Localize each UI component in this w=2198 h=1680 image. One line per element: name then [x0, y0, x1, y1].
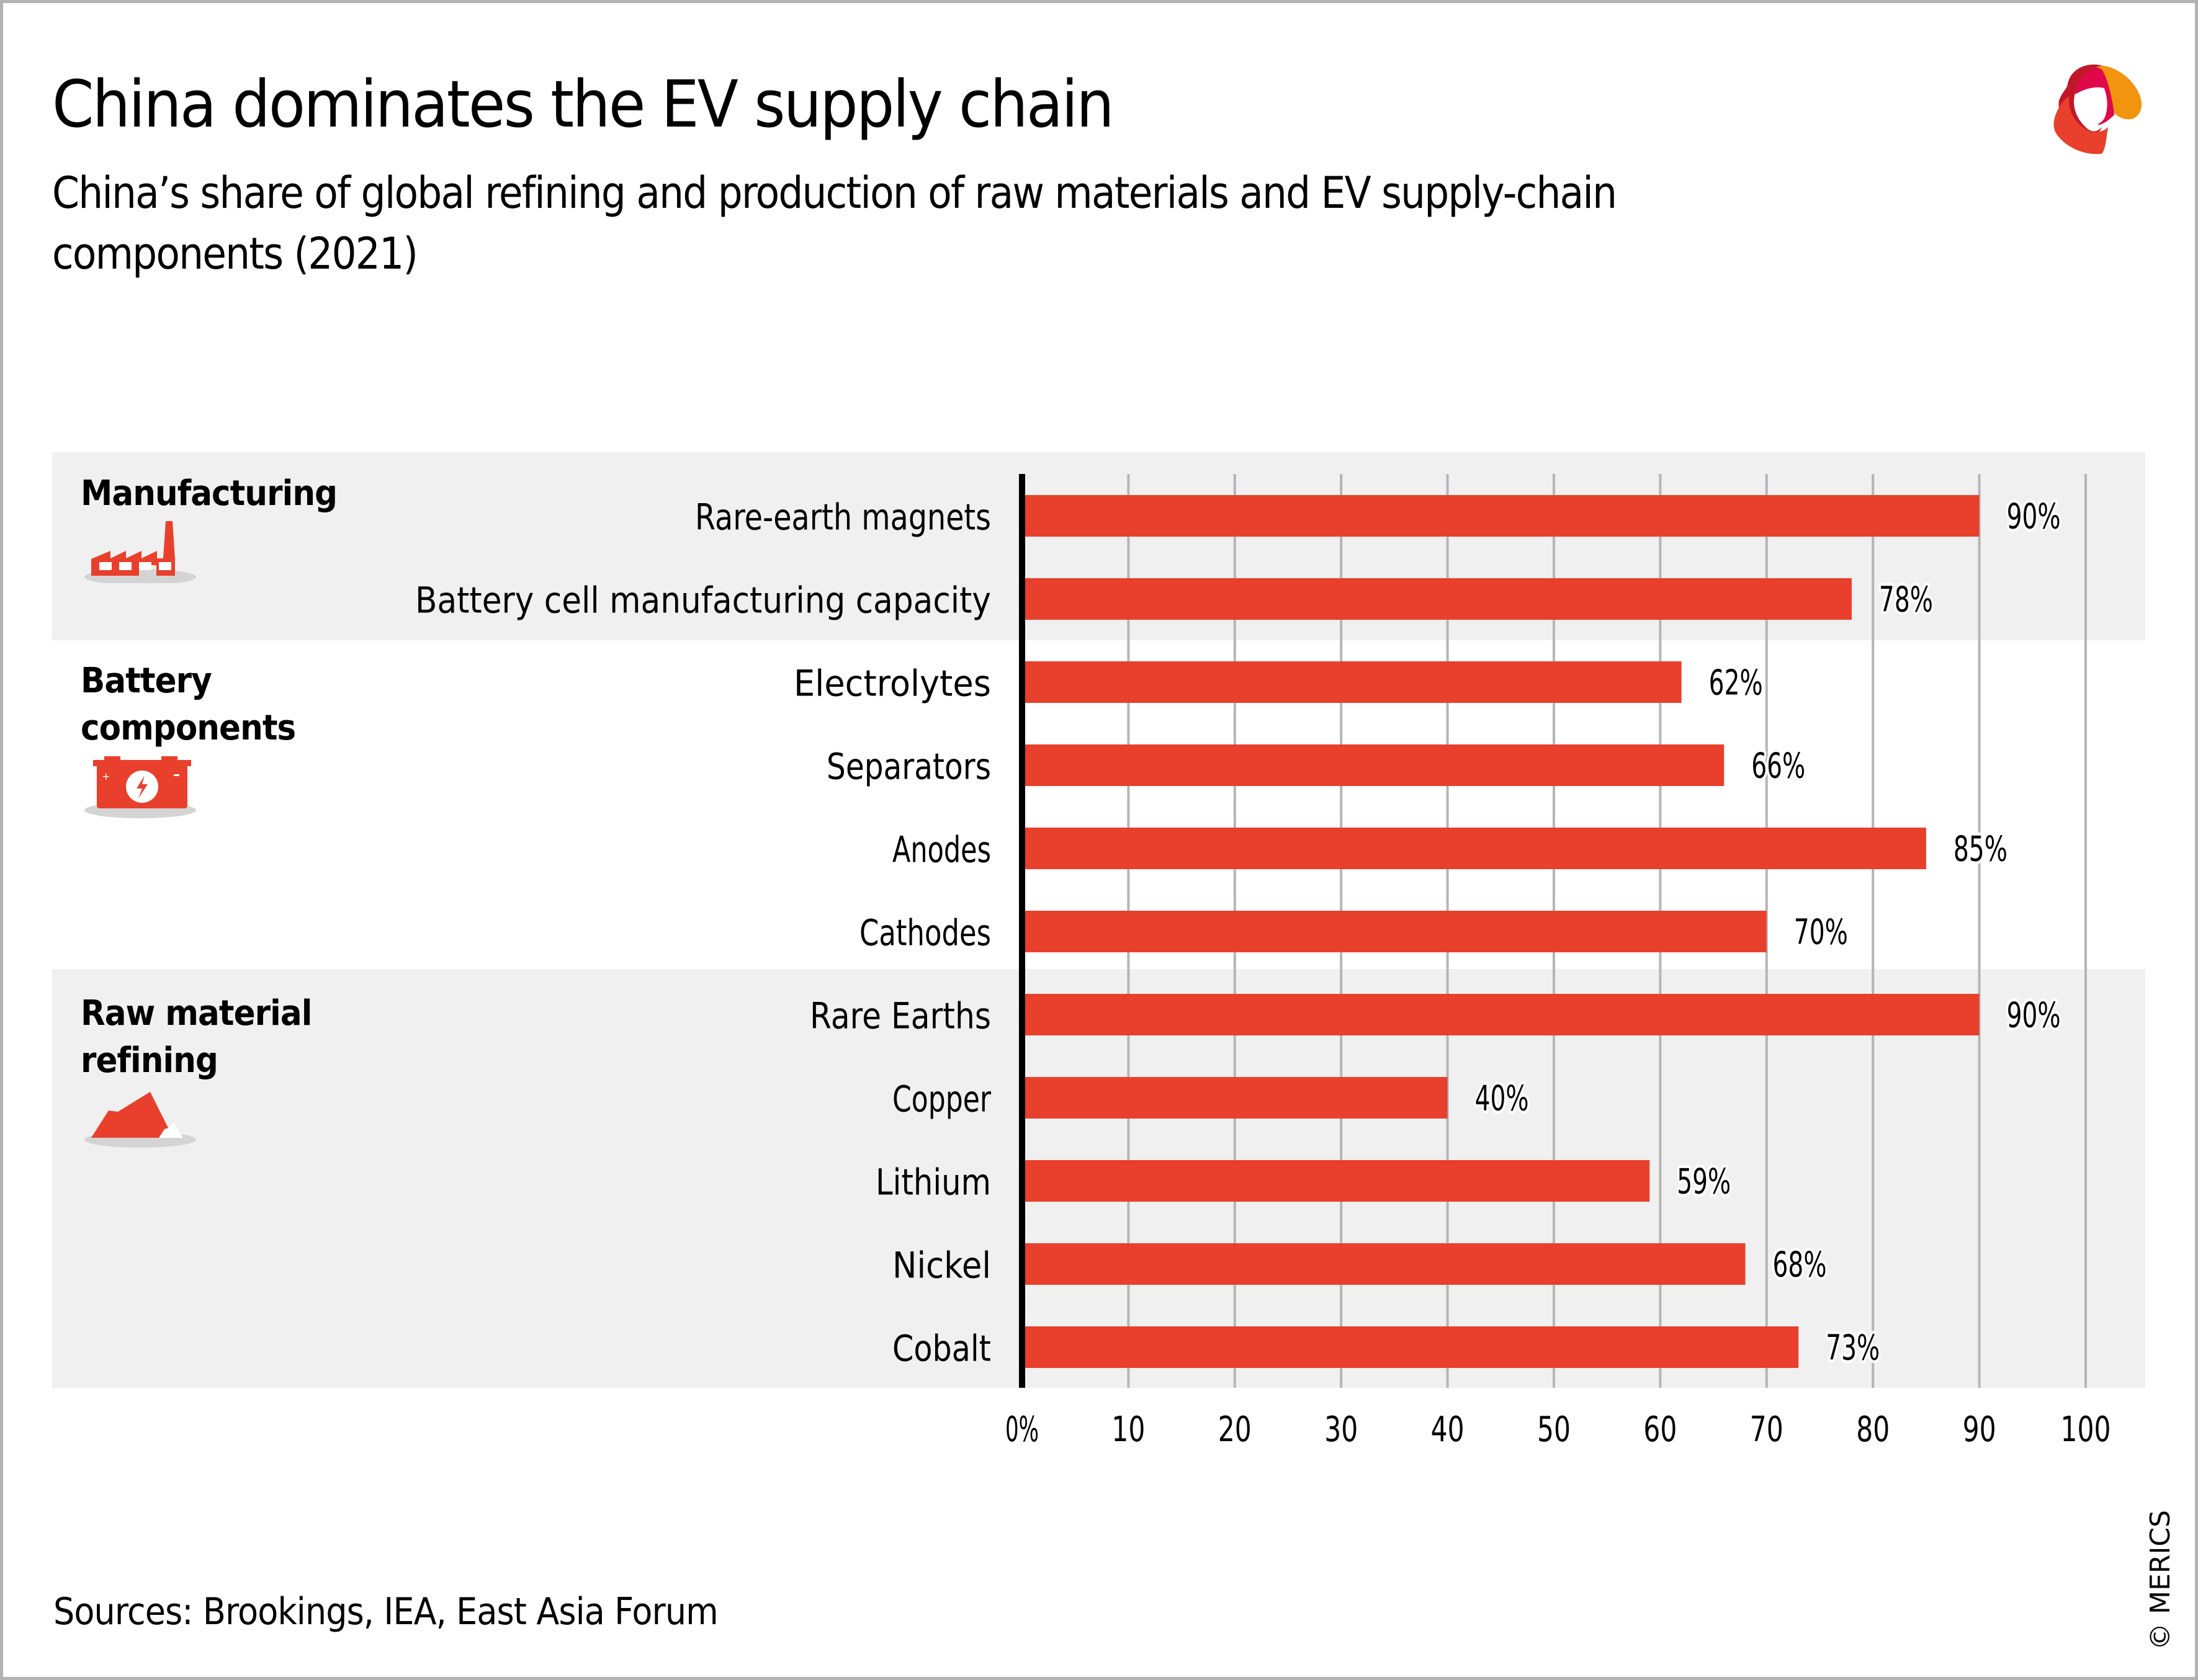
factory-icon: [84, 521, 196, 583]
value-label: 59%: [1677, 1162, 1731, 1202]
x-tick-label: 60: [1643, 1410, 1677, 1450]
category-label: Battery cell manufacturing capacity: [415, 579, 991, 622]
value-label-halo: 90%: [2007, 996, 2061, 1036]
category-label: Lithium: [876, 1161, 991, 1204]
group-label-battery-components: Battery components: [81, 658, 296, 752]
battery-terminal-positive: [104, 756, 120, 761]
bar: [1022, 1243, 1746, 1285]
category-label: Anodes: [892, 829, 991, 871]
bar: [1022, 1326, 1799, 1368]
x-tick-label: 80: [1856, 1410, 1890, 1450]
category-labels: Rare-earth magnets Battery cell manufactu…: [415, 496, 991, 1370]
value-label-halo: 66%: [1751, 746, 1805, 787]
value-label: 90%: [2007, 996, 2061, 1036]
ore-rock-icon: [84, 1092, 196, 1148]
x-tick-label: 100: [2061, 1410, 2111, 1450]
bar: [1022, 744, 1725, 786]
category-label: Cobalt: [892, 1328, 991, 1370]
category-label: Rare Earths: [810, 995, 991, 1037]
value-label: 62%: [1709, 663, 1763, 704]
merics-logo-icon: [2053, 65, 2142, 154]
factory-window: [119, 562, 132, 570]
logo-orange-red-ribbon: [2053, 96, 2109, 154]
x-tick-label: 0%: [1005, 1410, 1039, 1450]
logo-center-hole: [2075, 87, 2107, 125]
value-label-halo: 68%: [1773, 1245, 1827, 1285]
bars: [1022, 495, 1980, 1368]
group-label-line: refining: [81, 1040, 218, 1081]
value-label: 70%: [1794, 913, 1848, 953]
category-label: Copper: [892, 1078, 991, 1120]
category-label: Nickel: [892, 1244, 991, 1287]
x-tick-label: 50: [1537, 1410, 1571, 1450]
factory-window: [159, 562, 171, 570]
group-label-line: Battery: [81, 661, 212, 701]
rock-shape: [91, 1092, 171, 1138]
battery-icon: +: [84, 756, 196, 818]
bar: [1022, 495, 1980, 537]
battery-minus-sign: [174, 774, 179, 776]
category-label: Rare-earth magnets: [695, 496, 991, 538]
factory-window: [99, 562, 112, 570]
x-tick-label: 40: [1431, 1410, 1465, 1450]
value-label-halo: 40%: [1475, 1079, 1529, 1119]
value-label: 90%: [2007, 497, 2061, 537]
chart-title: China dominates the EV supply chain: [52, 66, 1115, 142]
value-label: 78%: [1879, 580, 1933, 620]
group-label-line: Manufacturing: [81, 473, 338, 514]
group-label-line: Raw material: [81, 993, 312, 1034]
bar: [1022, 1160, 1650, 1202]
battery-terminal-negative: [161, 756, 177, 761]
rock-highlight: [159, 1123, 183, 1138]
lightning-bolt-icon: [137, 775, 148, 798]
value-label: 85%: [1954, 829, 2007, 870]
value-label: 40%: [1475, 1079, 1529, 1119]
value-label: 66%: [1751, 746, 1805, 787]
x-tick-label: 30: [1324, 1410, 1358, 1450]
group-label-raw-material-refining: Raw material refining: [81, 990, 312, 1084]
bar: [1022, 1077, 1448, 1119]
value-label-halo: 59%: [1677, 1162, 1731, 1202]
chart-subtitle: China’s share of global refining and pro…: [52, 168, 1617, 279]
value-label-halo: 70%: [1794, 913, 1848, 953]
bar: [1022, 911, 1767, 952]
bar: [1022, 828, 1926, 869]
x-tick-label: 70: [1750, 1410, 1783, 1450]
value-label-halo: 73%: [1826, 1328, 1880, 1369]
bar: [1022, 661, 1682, 703]
x-tick-label: 20: [1218, 1410, 1252, 1450]
x-axis-tick-labels: 0% 10 20 30 40 50 60 70 80 90 100: [1005, 1410, 2111, 1450]
category-label: Electrolytes: [794, 663, 991, 705]
bar: [1022, 994, 1980, 1035]
group-label-manufacturing: Manufacturing: [81, 470, 338, 517]
value-label-halo: 90%: [2007, 497, 2061, 537]
category-label: Separators: [827, 746, 991, 788]
factory-shape: [91, 521, 175, 576]
value-label: 73%: [1826, 1328, 1880, 1369]
x-tick-label: 10: [1111, 1410, 1145, 1450]
factory-window: [139, 562, 151, 570]
value-label: 68%: [1773, 1245, 1827, 1285]
value-label-halo: 62%: [1709, 663, 1763, 704]
category-label: Cathodes: [859, 912, 991, 954]
battery-top-rim: [93, 760, 191, 766]
bar: [1022, 578, 1852, 620]
group-label-line: components: [81, 708, 296, 748]
x-tick-label: 90: [1963, 1410, 1996, 1450]
value-labels: 90%90%78%78%62%62%66%66%85%85%70%70%90%9…: [1472, 494, 2064, 1372]
battery-plus-sign: +: [102, 771, 110, 782]
sources-note: Sources: Brookings, IEA, East Asia Forum: [53, 1590, 719, 1633]
value-label-halo: 85%: [1954, 829, 2007, 870]
copyright-note: © MERICS: [2145, 1510, 2176, 1650]
value-label-halo: 78%: [1879, 580, 1933, 620]
